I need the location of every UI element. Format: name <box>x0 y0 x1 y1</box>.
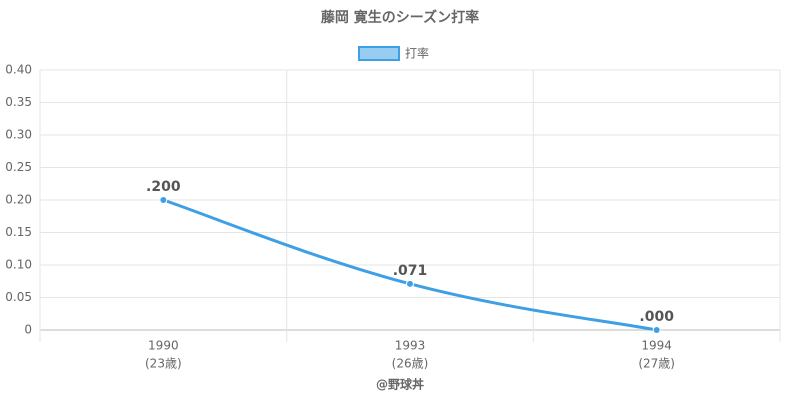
x-tick-label: 1993 <box>395 339 426 353</box>
y-tick-label: 0.05 <box>5 290 32 304</box>
point <box>159 196 168 204</box>
x-tick-sublabel: (26歳) <box>392 357 429 371</box>
y-tick-label: 0.30 <box>5 128 32 142</box>
legend-swatch <box>358 46 400 61</box>
value-label: .200 <box>146 179 181 195</box>
point <box>652 326 661 334</box>
y-tick-label: 0.35 <box>5 95 32 109</box>
x-tick-label: 1990 <box>148 339 179 353</box>
y-tick-label: 0.15 <box>5 225 32 239</box>
y-tick-label: 0.40 <box>5 63 32 77</box>
point <box>406 279 414 288</box>
chart-title: 藤岡 寛生のシーズン打率 <box>321 9 479 26</box>
y-tick-label: 0.10 <box>5 258 32 272</box>
legend-label: 打率 <box>405 46 429 61</box>
x-tick-sublabel: (27歳) <box>638 357 675 371</box>
x-tick-sublabel: (23歳) <box>145 357 182 371</box>
y-tick-label: 0.25 <box>5 160 32 174</box>
y-tick-label: 0.20 <box>5 193 32 207</box>
y-tick-label: 0 <box>24 323 32 337</box>
credit: @野球丼 <box>376 377 424 392</box>
x-tick-label: 1994 <box>641 339 672 353</box>
value-label: .071 <box>393 263 428 279</box>
value-label: .000 <box>639 309 674 325</box>
